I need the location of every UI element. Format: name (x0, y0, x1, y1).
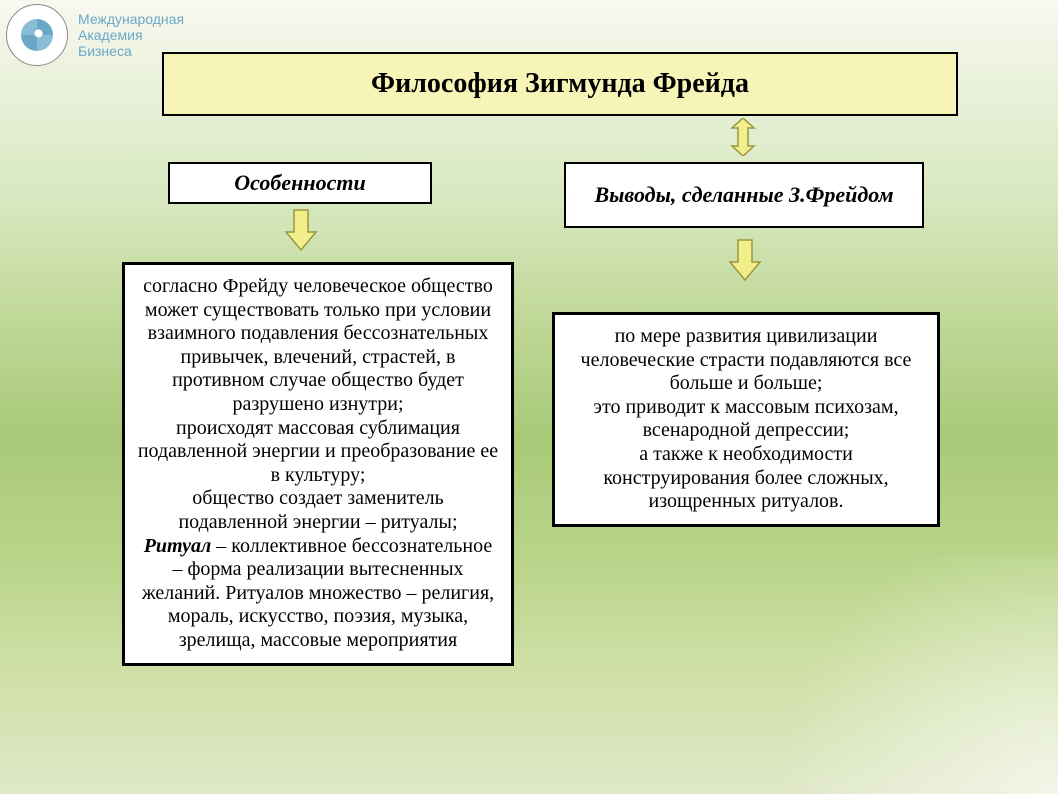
features-p1: согласно Фрейду человеческое общество мо… (137, 275, 499, 417)
features-label-text: Особенности (234, 170, 365, 196)
ritual-term: Ритуал (144, 535, 212, 557)
logo-line1: Международная (78, 11, 184, 27)
conclusions-label-text: Выводы, сделанные З.Фрейдом (594, 182, 893, 207)
conclusions-label: Выводы, сделанные З.Фрейдом (564, 162, 924, 228)
conclusions-p1: по мере развития цивилизации человечески… (567, 325, 925, 396)
arrow-bidirectional-icon (728, 118, 758, 156)
logo: Международная Академия Бизнеса (6, 4, 184, 66)
slide-title: Философия Зигмунда Фрейда (162, 52, 958, 116)
conclusions-content: по мере развития цивилизации человечески… (552, 312, 940, 527)
spiral-icon (21, 19, 53, 51)
slide-title-text: Философия Зигмунда Фрейда (371, 68, 749, 100)
features-p3: общество создает заменитель подавленной … (137, 487, 499, 534)
arrow-down-icon (728, 238, 762, 282)
logo-line2: Академия (78, 27, 184, 43)
arrow-down-icon (284, 208, 318, 252)
features-label: Особенности (168, 162, 432, 204)
features-p4: Ритуал – коллективное бессознательное – … (137, 535, 499, 653)
conclusions-p3: а также к необходимости конструирования … (567, 443, 925, 514)
features-content: согласно Фрейду человеческое общество мо… (122, 262, 514, 666)
conclusions-p2: это приводит к массовым психозам, всенар… (567, 396, 925, 443)
decorative-gradient (738, 554, 1058, 794)
features-p2: происходят массовая сублимация подавленн… (137, 417, 499, 488)
logo-emblem (6, 4, 68, 66)
